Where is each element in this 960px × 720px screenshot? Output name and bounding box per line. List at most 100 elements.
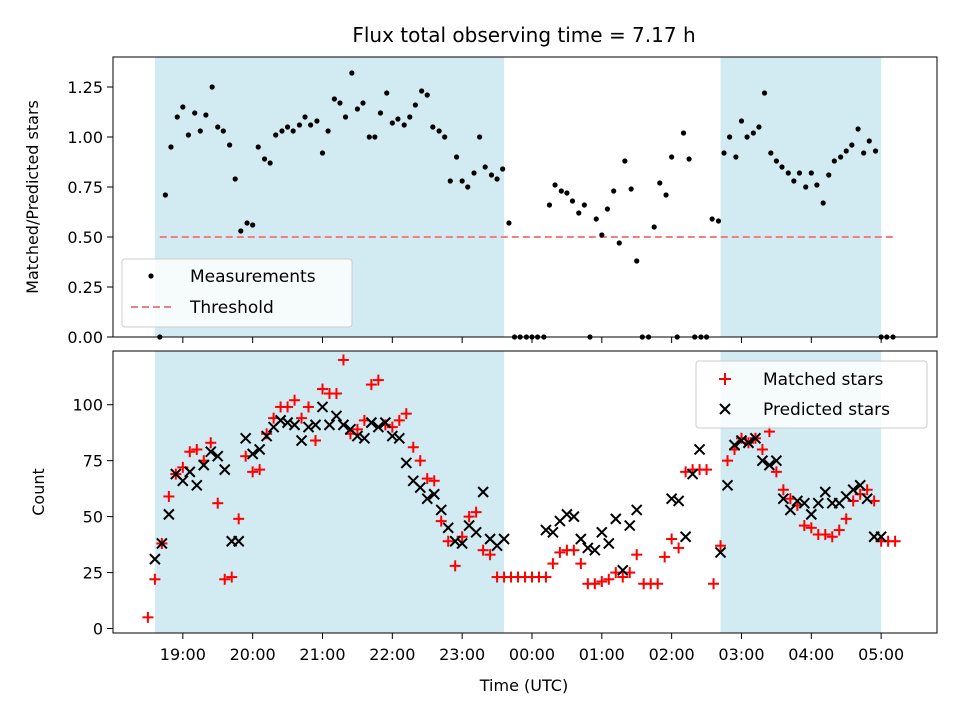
measurement-point [779,164,785,170]
measurement-point [209,84,215,90]
predicted-star-point [309,419,322,431]
measurement-point [861,150,867,156]
matched-star-point [205,437,217,449]
matched-star-point [596,576,608,588]
x-axis-label: Time (UTC) [479,676,568,695]
top-y-tick-label: 1.00 [67,128,103,147]
predicted-star-point [372,421,385,433]
bottom-y-tick-label: 75 [83,452,103,471]
measurement-point [267,160,273,166]
predicted-star-point [219,463,231,476]
matched-star-point [351,423,363,435]
measurement-point [715,218,722,224]
measurement-point [721,150,727,156]
predicted-star-point [624,519,636,532]
measurement-point [319,150,326,156]
measurement-point [768,150,774,156]
matched-star-point [889,535,901,547]
predicted-star-point [617,564,629,577]
predicted-star-point [631,504,643,516]
predicted-star-point [379,416,392,429]
bottom-y-tick-label: 0 [93,620,103,639]
predicted-star-point [805,508,818,521]
matched-star-point [547,558,559,570]
predicted-star-point [337,419,350,431]
predicted-star-point [323,419,336,431]
measurement-point [215,124,221,130]
predicted-star-point [205,446,217,458]
matched-star-point [142,611,154,623]
top-axes-frame [112,56,938,338]
bottom-y-axis-label: Count [29,468,48,516]
matched-star-point [777,484,789,496]
matched-star-point [226,571,238,583]
matched-star-point [435,515,447,527]
legend-matched-marker [719,373,731,385]
predicted-star-point [260,430,273,442]
matched-star-point [659,551,671,563]
matched-star-point [805,522,817,534]
measurement-point [325,128,331,134]
bottom-y-tick-label: 100 [72,396,103,415]
measurement-point [442,134,448,140]
top-y-tick-label: 0.75 [67,178,103,197]
predicted-star-point [812,497,824,509]
measurement-point [185,132,192,138]
predicted-star-point [149,553,161,565]
measurement-point [820,200,826,206]
predicted-star-point [198,459,210,471]
matched-stars-points [142,354,901,623]
measurement-point [314,118,320,124]
matched-star-point [407,441,419,453]
matched-star-point [330,388,342,400]
matched-star-point [617,571,629,583]
matched-star-point [554,546,566,558]
predicted-star-point [791,495,804,507]
measurement-point [657,180,663,186]
predicted-star-point [477,486,489,498]
bottom-axes-frame [112,350,938,634]
predicted-star-point [246,448,259,460]
matched-star-point [212,497,224,509]
measurement-point [342,114,349,120]
matched-star-point [756,443,768,455]
measurement-point [430,124,436,130]
matched-star-point [470,506,482,518]
measurement-point [308,122,314,128]
predicted-star-point [386,430,399,442]
measurement-point [756,124,762,130]
measurement-point [436,128,442,134]
predicted-star-point [582,542,594,554]
measurement-point [227,142,233,148]
predicted-star-point [596,526,608,538]
measurement-point [407,114,413,120]
matched-star-point [219,573,231,585]
measurement-point [628,186,634,192]
bottom-x-tick-label: 21:00 [299,645,345,664]
measurement-point [727,134,733,140]
measurement-point [814,182,820,188]
matched-star-point [282,401,294,413]
measurement-point [389,120,395,126]
measurement-point [761,90,768,96]
predicted-star-point [847,484,859,496]
measurement-point [302,114,308,120]
measurement-point [738,118,745,124]
predicted-star-point [770,454,783,467]
matched-star-point [484,549,496,561]
measurement-point [162,192,168,198]
predicted-star-point [456,537,468,550]
measurement-point [744,134,750,140]
predicted-star-point [435,504,447,516]
matched-star-point [826,531,838,543]
measurement-point [500,166,506,172]
measurement-point [197,128,203,134]
measurement-point [576,210,582,216]
predicted-star-point [575,533,587,545]
measurement-point [604,206,611,212]
predicted-star-point [763,459,776,471]
predicted-star-point [777,493,790,505]
matched-star-point [337,354,349,366]
bottom-y-ticks: 0 25 50 75 100 [72,396,113,639]
measurement-point [581,202,587,208]
